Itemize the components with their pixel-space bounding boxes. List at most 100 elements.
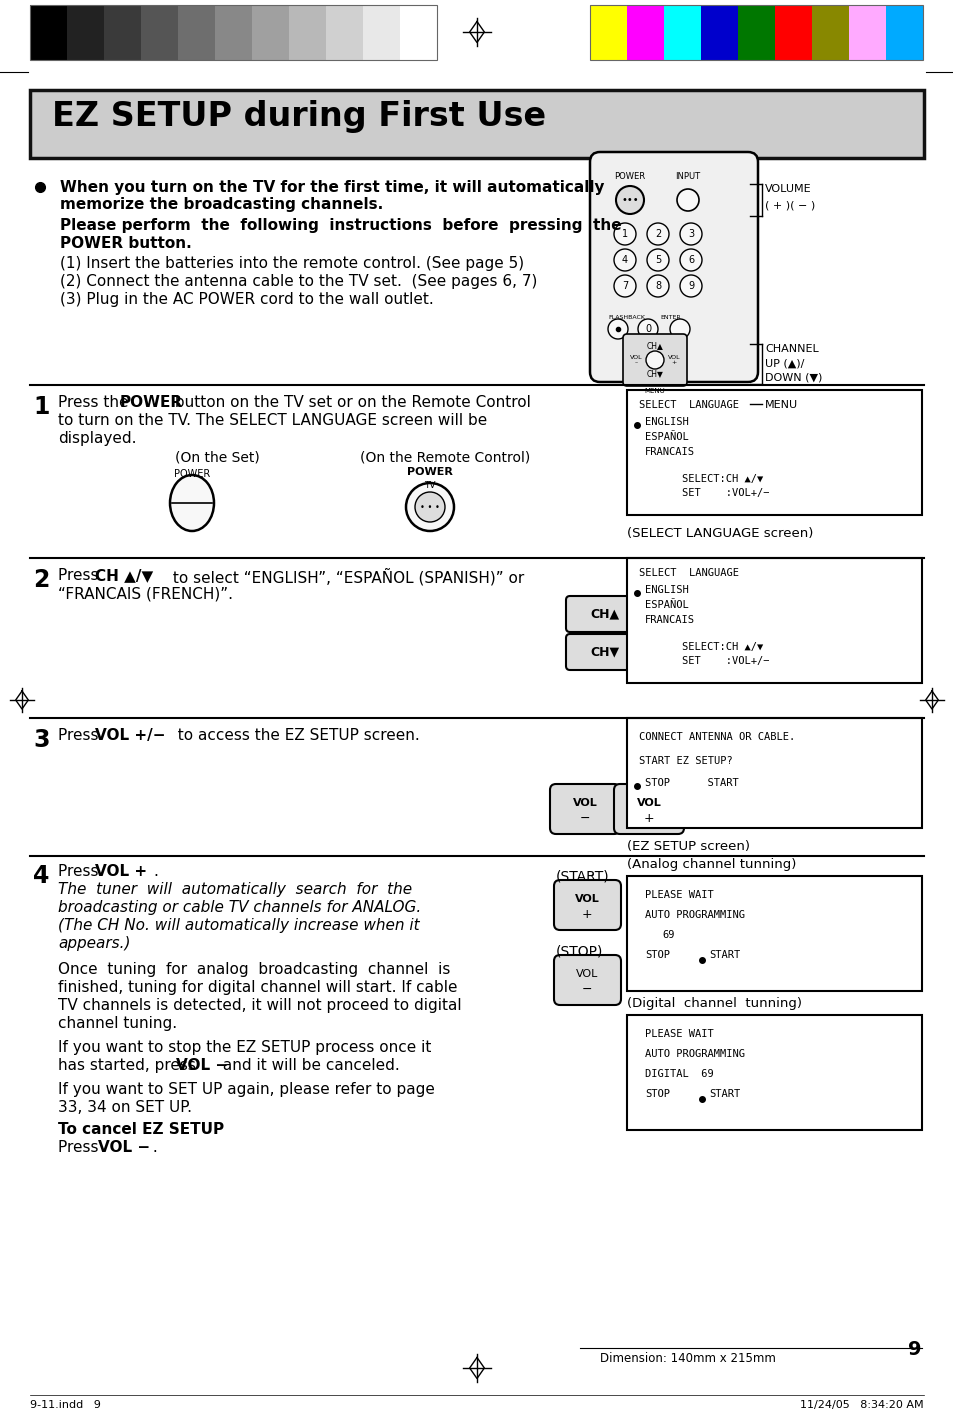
Text: CH▲: CH▲ bbox=[590, 607, 618, 620]
Bar bbox=[363, 6, 399, 60]
Text: VOL −: VOL − bbox=[175, 1057, 228, 1073]
Text: SELECT  LANGUAGE: SELECT LANGUAGE bbox=[639, 400, 739, 410]
Text: START: START bbox=[708, 950, 740, 960]
Text: 9-11.indd   9: 9-11.indd 9 bbox=[30, 1399, 101, 1409]
Text: channel tuning.: channel tuning. bbox=[58, 1016, 177, 1032]
Text: AUTO PROGRAMMING: AUTO PROGRAMMING bbox=[644, 1049, 744, 1059]
Circle shape bbox=[679, 222, 701, 245]
Text: POWER button.: POWER button. bbox=[60, 237, 192, 251]
Circle shape bbox=[646, 222, 668, 245]
Bar bbox=[30, 90, 923, 158]
Text: (2) Connect the antenna cable to the TV set.  (See pages 6, 7): (2) Connect the antenna cable to the TV … bbox=[60, 274, 537, 289]
Circle shape bbox=[646, 249, 668, 271]
Text: DIGITAL  69: DIGITAL 69 bbox=[644, 1069, 713, 1079]
Bar bbox=[289, 6, 326, 60]
FancyBboxPatch shape bbox=[554, 881, 620, 931]
Bar bbox=[30, 6, 436, 60]
Text: STOP: STOP bbox=[644, 1089, 669, 1099]
Text: MENU: MENU bbox=[644, 388, 664, 393]
Text: ( + )( − ): ( + )( − ) bbox=[764, 200, 815, 209]
Bar bbox=[399, 6, 436, 60]
Text: to turn on the TV. The SELECT LANGUAGE screen will be: to turn on the TV. The SELECT LANGUAGE s… bbox=[58, 413, 487, 427]
Circle shape bbox=[638, 319, 658, 339]
Bar bbox=[589, 6, 923, 60]
Bar bbox=[67, 6, 104, 60]
FancyBboxPatch shape bbox=[565, 596, 643, 633]
Text: CH▼: CH▼ bbox=[646, 369, 662, 379]
Bar bbox=[626, 6, 663, 60]
Text: button on the TV set or on the Remote Control: button on the TV set or on the Remote Co… bbox=[170, 395, 530, 410]
Text: Once  tuning  for  analog  broadcasting  channel  is: Once tuning for analog broadcasting chan… bbox=[58, 962, 450, 978]
Bar bbox=[589, 6, 626, 60]
Text: memorize the broadcasting channels.: memorize the broadcasting channels. bbox=[60, 197, 383, 212]
Text: 5: 5 bbox=[654, 255, 660, 265]
Bar bbox=[30, 6, 67, 60]
Text: POWER: POWER bbox=[614, 172, 644, 181]
Text: VOL +/−: VOL +/− bbox=[95, 728, 165, 742]
Text: −: − bbox=[579, 812, 590, 825]
FancyBboxPatch shape bbox=[550, 784, 619, 834]
Text: To cancel EZ SETUP: To cancel EZ SETUP bbox=[58, 1121, 224, 1137]
Circle shape bbox=[614, 249, 636, 271]
Ellipse shape bbox=[170, 475, 213, 532]
Bar bbox=[141, 6, 178, 60]
Text: −: − bbox=[581, 983, 592, 996]
Text: STOP: STOP bbox=[644, 950, 669, 960]
Text: (3) Plug in the AC POWER cord to the wall outlet.: (3) Plug in the AC POWER cord to the wal… bbox=[60, 292, 434, 306]
Text: 1: 1 bbox=[33, 395, 50, 419]
Text: Press: Press bbox=[58, 1140, 103, 1156]
Text: •••: ••• bbox=[620, 195, 639, 205]
Text: • • •: • • • bbox=[419, 503, 439, 512]
Text: Press: Press bbox=[58, 728, 103, 742]
Text: 11/24/05   8:34:20 AM: 11/24/05 8:34:20 AM bbox=[800, 1399, 923, 1409]
Text: 9: 9 bbox=[687, 281, 694, 291]
Bar bbox=[700, 6, 738, 60]
Text: FRANCAIS: FRANCAIS bbox=[644, 447, 695, 457]
Circle shape bbox=[679, 275, 701, 296]
Text: VOL
+: VOL + bbox=[667, 355, 679, 365]
Text: VOL: VOL bbox=[572, 798, 597, 808]
Text: CH▲: CH▲ bbox=[646, 342, 662, 351]
Text: 33, 34 on SET UP.: 33, 34 on SET UP. bbox=[58, 1100, 192, 1114]
Text: broadcasting or cable TV channels for ANALOG.: broadcasting or cable TV channels for AN… bbox=[58, 901, 421, 915]
Text: (Analog channel tunning): (Analog channel tunning) bbox=[626, 858, 796, 871]
Text: CH ▲/▼: CH ▲/▼ bbox=[95, 569, 153, 583]
Text: POWER: POWER bbox=[173, 469, 210, 479]
Text: to select “ENGLISH”, “ESPAÑOL (SPANISH)” or: to select “ENGLISH”, “ESPAÑOL (SPANISH)”… bbox=[168, 569, 524, 586]
Bar bbox=[626, 718, 921, 828]
Text: to access the EZ SETUP screen.: to access the EZ SETUP screen. bbox=[168, 728, 419, 742]
Circle shape bbox=[644, 390, 664, 410]
FancyBboxPatch shape bbox=[554, 955, 620, 1005]
Text: CH▼: CH▼ bbox=[590, 646, 618, 658]
Text: (1) Insert the batteries into the remote control. (See page 5): (1) Insert the batteries into the remote… bbox=[60, 256, 523, 271]
Text: UP (▲)/: UP (▲)/ bbox=[764, 358, 803, 368]
FancyBboxPatch shape bbox=[589, 152, 758, 382]
Text: 1: 1 bbox=[621, 229, 627, 239]
Text: and it will be canceled.: and it will be canceled. bbox=[218, 1057, 399, 1073]
Text: ENGLISH: ENGLISH bbox=[644, 418, 688, 428]
Circle shape bbox=[614, 222, 636, 245]
Text: SET    :VOL+/−: SET :VOL+/− bbox=[681, 656, 769, 665]
Text: 9: 9 bbox=[907, 1340, 921, 1359]
Text: Press the: Press the bbox=[58, 395, 133, 410]
Text: STOP      START: STOP START bbox=[644, 778, 738, 788]
Text: (On the Remote Control): (On the Remote Control) bbox=[359, 450, 530, 465]
Text: 4: 4 bbox=[621, 255, 627, 265]
Text: VOL: VOL bbox=[636, 798, 660, 808]
Text: DOWN (▼): DOWN (▼) bbox=[764, 372, 821, 382]
Text: When you turn on the TV for the first time, it will automatically: When you turn on the TV for the first ti… bbox=[60, 180, 604, 195]
Text: Dimension: 140mm x 215mm: Dimension: 140mm x 215mm bbox=[599, 1352, 775, 1365]
Text: START: START bbox=[708, 1089, 740, 1099]
Text: 4: 4 bbox=[33, 864, 50, 888]
Text: 2: 2 bbox=[654, 229, 660, 239]
Text: POWER: POWER bbox=[120, 395, 183, 410]
Text: 7: 7 bbox=[621, 281, 627, 291]
Text: POWER: POWER bbox=[407, 467, 453, 477]
Text: VOL +: VOL + bbox=[95, 864, 147, 879]
Text: SELECT:CH ▲/▼: SELECT:CH ▲/▼ bbox=[681, 643, 762, 653]
Text: displayed.: displayed. bbox=[58, 430, 136, 446]
Circle shape bbox=[614, 275, 636, 296]
Text: The  tuner  will  automatically  search  for  the: The tuner will automatically search for … bbox=[58, 882, 412, 896]
Circle shape bbox=[616, 187, 643, 214]
Text: INPUT: INPUT bbox=[675, 172, 700, 181]
